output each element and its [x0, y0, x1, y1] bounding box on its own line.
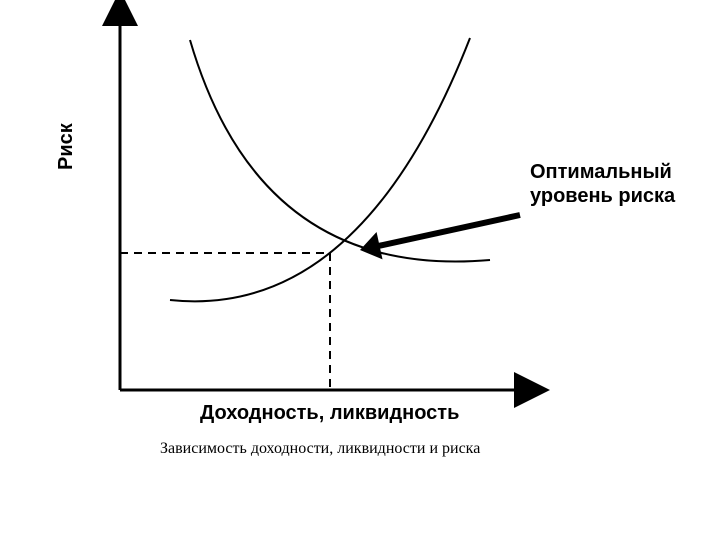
x-axis-label: Доходность, ликвидность: [200, 402, 459, 425]
risk-chart: Риск Доходность, ликвидность Оптимальный…: [0, 0, 720, 540]
axes: [120, 20, 520, 390]
curves: [170, 38, 490, 301]
caption: Зависимость доходности, ликвидности и ри…: [160, 440, 480, 458]
pointer-arrow: [360, 212, 521, 259]
y-axis-label: Риск: [55, 123, 78, 170]
annotation-line2: уровень риска: [530, 184, 675, 208]
chart-svg: [0, 0, 720, 540]
annotation-optimal-risk: Оптимальный уровень риска: [530, 160, 675, 208]
annotation-line1: Оптимальный: [530, 160, 675, 184]
